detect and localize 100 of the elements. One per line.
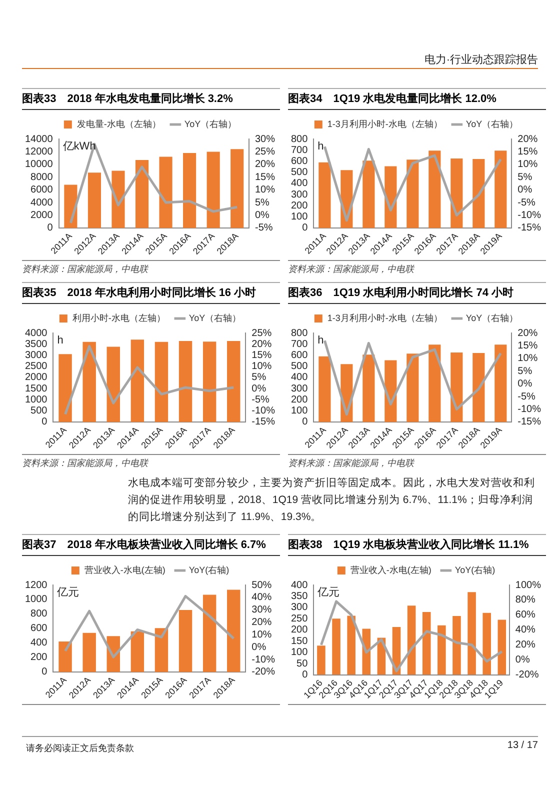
bar [428,344,441,422]
y-tick-label: 2000 [24,372,48,384]
y-axis-title: 亿kWh [62,140,96,153]
legend-label: 1-3月利用小时-水电（左轴） [327,312,442,323]
y-tick-label: 0 [42,666,48,678]
y-tick-label: 12000 [24,146,54,158]
text: 水电成本端可变部分较少，主要为资产折旧等固定成本。因此，水电大发对营收和利润的促进作用较明显，2018、1Q19 营收同比增速分别为 6.7%、11.1%；归母净利润的同比增速分别达到了 11.9%、19.3%。 [128,476,536,525]
y2-tick-label: 10% [518,159,538,170]
y-tick-label: 400 [290,178,308,190]
legend-label: YoY（右轴） [184,118,237,129]
y2-tick-label: 0% [252,383,266,394]
bar [494,150,507,228]
bar [88,172,102,228]
y-axis-title: 亿元 [56,586,80,599]
bar [183,152,196,228]
y2-tick-label: 50% [252,580,272,591]
y-tick-label: 300 [290,189,308,200]
bar [159,156,172,228]
bar [227,590,240,672]
bar [406,160,419,228]
bar [230,149,244,228]
y-tick-label: 250 [290,613,308,624]
y2-tick-label: 0% [254,210,270,221]
bar [130,631,144,672]
y-tick-label: 4000 [24,328,48,339]
bar [227,341,240,422]
y-tick-label: 200 [30,652,48,664]
bar [472,159,485,228]
bar [178,610,192,672]
y-tick-label: 200 [290,394,308,406]
y-tick-label: 600 [290,350,308,361]
y-tick-label: 350 [290,590,308,602]
bar [202,594,216,672]
text: 资料来源：国家能源局，中电联 [288,458,414,468]
y-tick-label: 200 [290,624,308,636]
y2-tick-label: 5% [252,372,266,384]
y-tick-label: 800 [290,328,308,339]
y-tick-label: 0 [47,222,54,234]
bar [58,642,72,672]
y-axis-title: 亿元 [316,586,340,599]
y-axis-title: h [318,140,324,153]
y2-tick-label: 0% [252,642,266,653]
y2-tick-label: 15% [252,350,272,361]
y2-tick-label: 20% [518,328,538,339]
bar [362,160,375,228]
y-tick-label: 4000 [30,197,54,208]
y2-tick-label: 60% [515,610,536,621]
legend-label: YoY(右轴) [454,564,496,575]
y2-tick-label: 80% [515,594,536,606]
y-tick-label: 400 [290,372,308,384]
bar [202,342,216,422]
y-tick-label: 300 [290,602,308,614]
bar [422,612,431,675]
y2-tick-label: 0% [515,654,530,666]
y-tick-label: 2000 [30,210,54,221]
y2-tick-label: -15% [518,416,542,428]
bar [468,592,476,675]
legend-label: YoY(右轴) [188,564,230,575]
bar [494,344,507,422]
y2-tick-label: -15% [518,222,542,234]
y2-tick-label: 15% [254,172,276,183]
legend-label: 营业收入-水电(左轴) [350,564,432,575]
chart-title: 图表36 1Q19 水电利用小时同比增长 74 小时 [288,282,546,304]
y2-tick-label: -5% [254,222,273,234]
bar [362,354,375,422]
y2-tick-label: 30% [254,134,276,145]
y2-tick-label: 25% [252,328,272,339]
bar [206,152,220,228]
y-tick-label: 8000 [30,172,54,183]
y-tick-label: 500 [290,361,308,372]
y-tick-label: 400 [290,580,308,591]
chart-title: 图表33 2018 年水电发电量同比增长 3.2% [22,88,280,110]
y-tick-label: 1500 [24,383,48,394]
y-tick-label: 500 [290,167,308,178]
y-tick-label: 700 [290,338,308,350]
y2-tick-label: 40% [252,592,272,604]
bar [472,353,485,422]
bar [130,340,144,422]
y-tick-label: 500 [30,406,48,417]
y2-tick-label: -5% [518,197,536,208]
legend-label: YoY（右轴） [466,118,518,129]
legend-label: YoY（右轴） [188,312,242,323]
bar [452,616,461,675]
bar [347,616,356,675]
y2-tick-label: -10% [252,654,276,666]
y2-tick-label: 40% [515,624,536,636]
y2-tick-label: -15% [252,416,276,428]
y2-tick-label: 10% [252,361,272,372]
y-tick-label: 600 [30,623,48,634]
y2-tick-label: 5% [254,197,270,208]
y-tick-label: 1000 [24,394,48,406]
text: 资料来源：国家能源局，中电联 [22,458,148,468]
y-tick-label: 3500 [24,338,48,350]
legend-label: YoY（右轴） [466,312,518,323]
y2-tick-label: 0% [518,184,532,196]
y2-tick-label: 15% [518,146,538,158]
y2-tick-label: 20% [518,134,538,145]
legend-label: 发电量-水电（左轴） [76,118,161,129]
y-tick-label: 14000 [24,134,54,145]
y2-tick-label: 15% [518,340,538,352]
